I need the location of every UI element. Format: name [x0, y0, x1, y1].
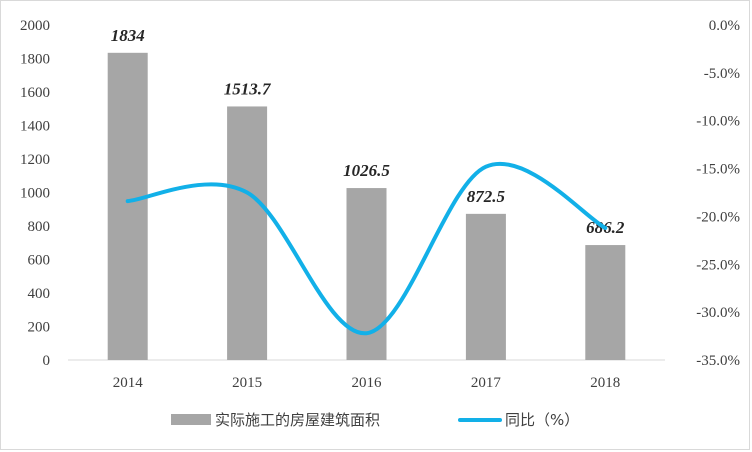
category-label: 2017 — [471, 375, 502, 391]
category-label: 2014 — [113, 375, 144, 391]
legend: 实际施工的房屋建筑面积 同比（%） — [171, 411, 579, 429]
left-tick-label: 2000 — [20, 18, 50, 34]
left-tick-label: 1600 — [20, 85, 50, 101]
left-tick-label: 1000 — [20, 186, 50, 202]
right-tick-label: -35.0% — [696, 353, 740, 369]
left-tick-label: 1800 — [20, 52, 50, 68]
legend-line-label: 同比（%） — [505, 411, 579, 429]
left-tick-label: 400 — [28, 286, 51, 302]
bar — [465, 213, 506, 360]
legend-bar-swatch — [171, 414, 211, 425]
right-tick-label: -15.0% — [696, 162, 740, 178]
right-tick-label: 0.0% — [709, 18, 740, 34]
left-tick-label: 0 — [43, 353, 51, 369]
right-tick-label: -20.0% — [696, 209, 740, 225]
left-tick-label: 1400 — [20, 119, 50, 135]
right-axis-ticks: 0.0% -5.0% -10.0% -15.0% -20.0% -25.0% -30.0% -… — [696, 18, 740, 369]
category-label: 2018 — [590, 375, 620, 391]
left-tick-label: 600 — [28, 253, 51, 269]
category-labels: 2014 2015 2016 2017 2018 — [113, 375, 621, 391]
legend-bar-label: 实际施工的房屋建筑面积 — [215, 411, 380, 429]
category-label: 2015 — [232, 375, 262, 391]
right-tick-label: -25.0% — [696, 257, 740, 273]
bar-data-label: 1026.5 — [343, 161, 390, 180]
category-label: 2016 — [352, 375, 383, 391]
left-tick-label: 200 — [28, 320, 51, 336]
right-tick-label: -5.0% — [704, 66, 740, 82]
right-tick-label: -30.0% — [696, 305, 740, 321]
left-axis-ticks: 0 200 400 600 800 1000 1200 1400 1600 1800 2000 — [20, 18, 50, 369]
right-tick-label: -10.0% — [696, 114, 740, 130]
bar — [585, 245, 626, 360]
left-tick-label: 800 — [28, 219, 51, 235]
bar-data-label: 872.5 — [467, 187, 506, 206]
bar-data-label: 1513.7 — [224, 79, 272, 98]
bar — [227, 106, 268, 360]
bar-data-label: 1834 — [111, 26, 145, 45]
left-tick-label: 1200 — [20, 152, 50, 168]
bar-series — [107, 52, 626, 361]
line-series-path — [125, 162, 608, 336]
bar — [107, 52, 148, 361]
